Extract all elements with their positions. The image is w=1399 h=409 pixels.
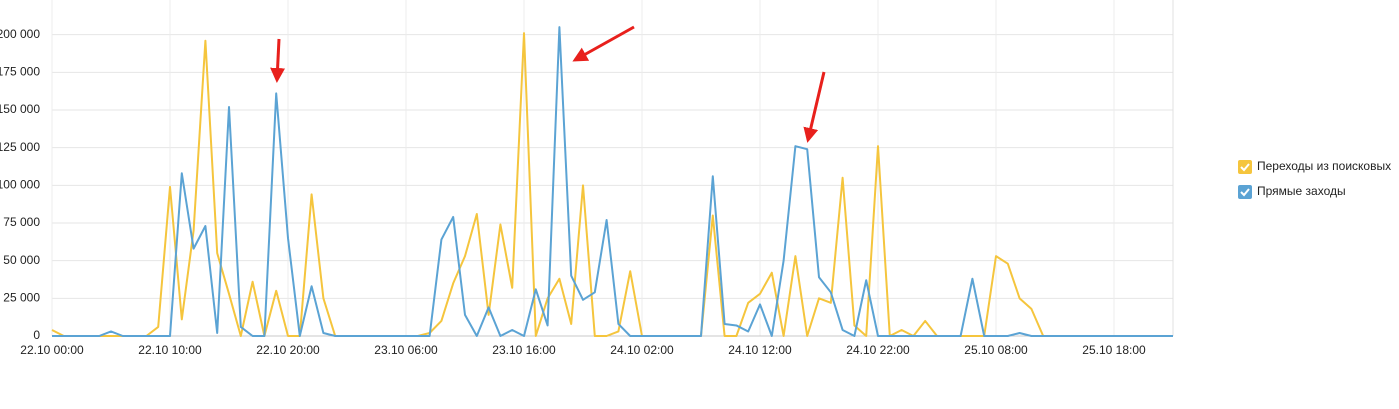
annotations: [270, 25, 826, 143]
x-tick-label: 22.10 10:00: [138, 343, 202, 357]
legend-item[interactable]: Переходы из поисковых: [1238, 159, 1391, 174]
legend-item[interactable]: Прямые заходы: [1238, 184, 1346, 199]
x-tick-label: 24.10 12:00: [728, 343, 792, 357]
series-line: [51, 32, 1173, 337]
y-tick-label: 125 000: [0, 140, 40, 154]
y-tick-label: 75 000: [3, 215, 40, 229]
arrow: [803, 71, 826, 143]
legend-checkbox[interactable]: [1238, 185, 1252, 199]
x-tick-label: 23.10 06:00: [374, 343, 438, 357]
series-line: [52, 26, 1173, 337]
legend-label: Прямые заходы: [1257, 184, 1346, 198]
plot: 0 25 000 50 000 75 000 100 000 125 000 150 000…: [0, 0, 1174, 357]
y-tick-label: 200 000: [0, 27, 40, 41]
legend-checkbox[interactable]: [1238, 160, 1252, 174]
x-tick-label: 24.10 02:00: [610, 343, 674, 357]
legend: Переходы из поисковых Прямые заходы: [1238, 159, 1391, 199]
legend-check: [1240, 163, 1250, 172]
y-tick-label: 0: [33, 328, 40, 342]
x-tick-label: 22.10 00:00: [20, 343, 84, 357]
y-tick-label: 25 000: [3, 291, 40, 305]
x-tick-label: 24.10 22:00: [846, 343, 910, 357]
legend-label: Переходы из поисковых: [1257, 159, 1391, 173]
y-tick-label: 50 000: [3, 253, 40, 267]
y-tick-label: 150 000: [0, 102, 40, 116]
y-tick-label: 100 000: [0, 178, 40, 192]
x-tick-label: 25.10 18:00: [1082, 343, 1146, 357]
legend-check: [1240, 188, 1250, 197]
y-tick-label: 225 000: [0, 0, 40, 3]
arrow: [270, 38, 286, 83]
y-tick-label: 175 000: [0, 65, 40, 79]
x-tick-label: 22.10 20:00: [256, 343, 320, 357]
x-tick-label: 25.10 08:00: [964, 343, 1028, 357]
arrow: [572, 25, 635, 62]
x-tick-label: 23.10 16:00: [492, 343, 556, 357]
